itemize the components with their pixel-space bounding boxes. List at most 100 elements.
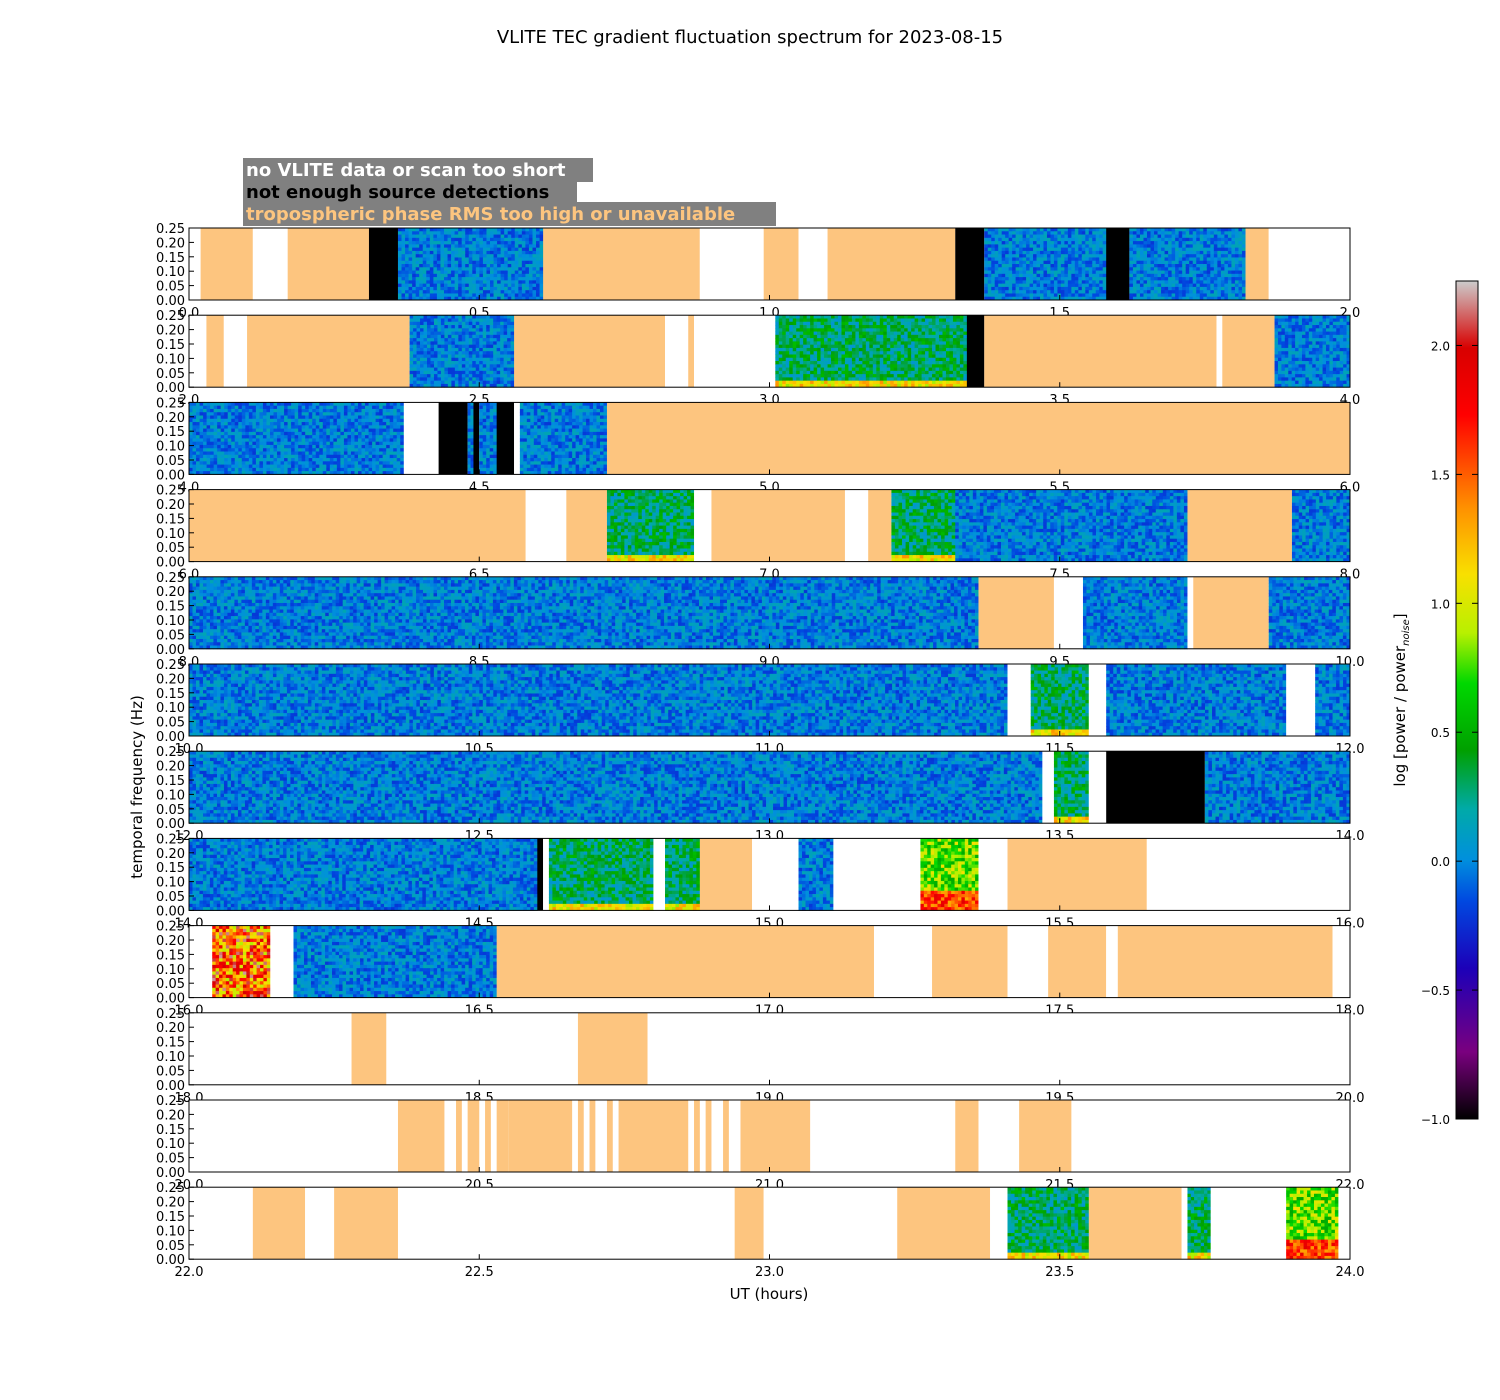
spectrum-cell bbox=[430, 290, 434, 294]
spectrum-cell bbox=[501, 254, 505, 258]
spectrum-cell bbox=[476, 251, 480, 255]
spectrum-cell bbox=[494, 228, 498, 232]
spectrum-cell bbox=[455, 287, 459, 291]
spectrum-cell bbox=[430, 241, 434, 245]
spectrum-cell bbox=[984, 257, 988, 261]
spectrum-cell bbox=[515, 290, 519, 294]
spectrum-cell bbox=[412, 238, 416, 242]
spectrum-cell bbox=[518, 251, 522, 255]
spectrum-cell bbox=[462, 241, 466, 245]
spectrum-cell bbox=[1005, 251, 1009, 255]
spectrum-cell bbox=[419, 290, 423, 294]
spectrum-cell bbox=[448, 293, 452, 297]
spectrum-cell bbox=[437, 244, 441, 248]
spectrum-cell bbox=[988, 254, 992, 258]
spectrum-cell bbox=[988, 244, 992, 248]
spectrum-cell bbox=[483, 284, 487, 288]
spectrum-cell bbox=[409, 293, 413, 297]
spectrum-cell bbox=[511, 248, 515, 252]
spectrum-cell bbox=[508, 274, 512, 278]
spectrum-cell bbox=[440, 267, 444, 271]
spectrum-cell bbox=[486, 284, 490, 288]
spectrum-cell bbox=[423, 254, 427, 258]
spectrum-cell bbox=[504, 293, 508, 297]
spectrum-cell bbox=[515, 241, 519, 245]
spectrum-cell bbox=[469, 251, 473, 255]
spectrum-cell bbox=[398, 251, 402, 255]
spectrum-cell bbox=[412, 277, 416, 281]
spectrum-cell bbox=[412, 264, 416, 268]
spectrum-cell bbox=[515, 244, 519, 248]
spectrum-cell bbox=[1002, 293, 1006, 297]
spectrum-cell bbox=[1012, 290, 1016, 294]
spectrum-cell bbox=[991, 290, 995, 294]
spectrum-cell bbox=[497, 277, 501, 281]
spectrum-cell bbox=[525, 284, 529, 288]
spectrum-cell bbox=[518, 235, 522, 239]
segment-nodet bbox=[369, 228, 398, 300]
spectrum-cell bbox=[419, 228, 423, 232]
spectrum-cell bbox=[540, 257, 544, 261]
spectrum-cell bbox=[469, 254, 473, 258]
spectrum-cell bbox=[1009, 238, 1013, 242]
spectrum-cell bbox=[536, 290, 540, 294]
spectrum-cell bbox=[1012, 277, 1016, 281]
spectrum-cell bbox=[998, 277, 1002, 281]
spectrum-cell bbox=[440, 287, 444, 291]
spectrum-cell bbox=[419, 284, 423, 288]
spectrum-cell bbox=[483, 235, 487, 239]
spectrum-cell bbox=[423, 293, 427, 297]
spectrum-cell bbox=[497, 271, 501, 275]
spectrum-cell bbox=[440, 244, 444, 248]
spectrum-cell bbox=[476, 238, 480, 242]
spectrum-cell bbox=[426, 251, 430, 255]
spectrum-cell bbox=[412, 274, 416, 278]
spectrum-cell bbox=[423, 280, 427, 284]
spectrum-cell bbox=[398, 290, 402, 294]
spectrum-cell bbox=[437, 271, 441, 275]
spectrum-cell bbox=[490, 228, 494, 232]
spectrum-cell bbox=[529, 264, 533, 268]
spectrum-cell bbox=[455, 248, 459, 252]
spectrum-cell bbox=[416, 274, 420, 278]
spectrum-cell bbox=[490, 280, 494, 284]
spectrum-cell bbox=[1005, 274, 1009, 278]
spectrum-cell bbox=[486, 228, 490, 232]
spectrum-cell bbox=[409, 238, 413, 242]
spectrum-cell bbox=[501, 293, 505, 297]
spectrum-cell bbox=[515, 248, 519, 252]
spectrum-cell bbox=[490, 264, 494, 268]
spectrum-cell bbox=[465, 244, 469, 248]
segment-nodata bbox=[700, 228, 764, 300]
spectrum-cell bbox=[501, 274, 505, 278]
spectrum-cell bbox=[515, 293, 519, 297]
spectrum-cell bbox=[508, 271, 512, 275]
spectrum-cell bbox=[402, 228, 406, 232]
spectrum-cell bbox=[444, 277, 448, 281]
spectrum-cell bbox=[984, 235, 988, 239]
spectrum-cell bbox=[437, 228, 441, 232]
spectrum-cell bbox=[532, 280, 536, 284]
spectrum-cell bbox=[437, 238, 441, 242]
spectrum-cell bbox=[490, 241, 494, 245]
spectrum-cell bbox=[455, 241, 459, 245]
spectrum-cell bbox=[540, 284, 544, 288]
spectrum-cell bbox=[486, 271, 490, 275]
spectrum-cell bbox=[515, 264, 519, 268]
spectrum-cell bbox=[430, 238, 434, 242]
spectrum-cell bbox=[1005, 241, 1009, 245]
spectrum-cell bbox=[536, 284, 540, 288]
spectrum-cell bbox=[455, 284, 459, 288]
spectrum-cell bbox=[991, 248, 995, 252]
spectrum-cell bbox=[476, 277, 480, 281]
spectrum-cell bbox=[529, 241, 533, 245]
spectrum-cell bbox=[479, 241, 483, 245]
spectrum-cell bbox=[525, 257, 529, 261]
spectrum-cell bbox=[448, 248, 452, 252]
spectrum-cell bbox=[508, 254, 512, 258]
spectrum-cell bbox=[518, 254, 522, 258]
spectrum-cell bbox=[501, 280, 505, 284]
spectrum-cell bbox=[476, 231, 480, 235]
spectrum-cell bbox=[1002, 274, 1006, 278]
spectrum-cell bbox=[416, 261, 420, 265]
